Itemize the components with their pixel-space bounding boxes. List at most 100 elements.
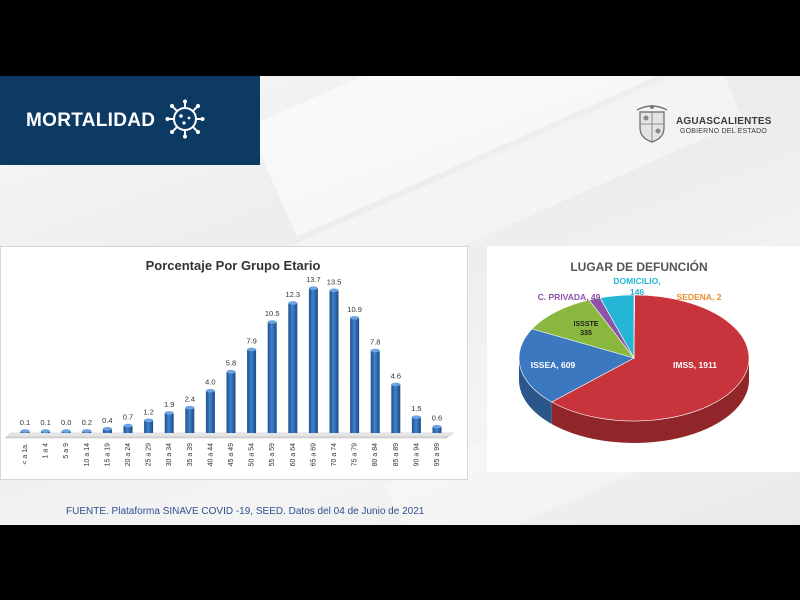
x-tick-label: 50 a 54 (249, 443, 256, 466)
pie-label-issea: ISSEA, 609 (531, 360, 576, 370)
bar-8 (185, 407, 195, 433)
bar-cap-3 (82, 429, 92, 433)
bar-cap-12 (267, 320, 277, 324)
x-tick-label: 30 a 34 (166, 443, 173, 466)
bar-16 (350, 317, 360, 433)
state-coat-of-arms-logo (636, 105, 668, 143)
bar-11 (247, 349, 257, 433)
bar-value-label: 1.9 (164, 400, 174, 409)
bar-cap-19 (411, 415, 421, 419)
pie-slice-sedena (633, 294, 635, 359)
pie-chart-title: LUGAR DE DEFUNCIÓN (570, 259, 707, 274)
bar-cap-16 (350, 315, 360, 320)
bar-cap-4 (102, 426, 112, 431)
x-tick-label: 25 a 29 (146, 443, 153, 466)
x-tick-label: 40 a 44 (207, 443, 214, 466)
x-tick-label: < a 1a. (22, 443, 29, 465)
age-group-bar-chart: Porcentaje Por Grupo Etario 0.1 0.1 0.0 0.2… (4, 258, 454, 466)
bar-cap-17 (370, 348, 380, 353)
bar-14 (308, 288, 318, 433)
bar-value-label: 0.1 (40, 418, 50, 427)
x-tick-label: 95 a 99 (434, 443, 441, 466)
x-tick-label: 10 a 14 (84, 443, 91, 466)
bar-value-label: 7.8 (370, 338, 380, 347)
pie-label-issste: ISSSTE 335 (574, 321, 599, 337)
bar-value-label: 12.3 (285, 290, 300, 299)
bar-5 (123, 425, 133, 433)
bar-value-label: 10.5 (265, 309, 280, 318)
bar-17 (370, 350, 380, 433)
bar-value-label: 5.8 (226, 359, 236, 368)
pie-side-issea (519, 358, 552, 425)
pie-label-domicilio: DOMICILIO, 146 (613, 276, 660, 297)
bar-cap-9 (205, 388, 215, 393)
bar-value-label: 0.6 (432, 414, 442, 423)
page-title: MORTALIDAD (26, 110, 156, 131)
bar-10 (226, 371, 236, 433)
logo-name: AGUASCALIENTES (676, 116, 772, 127)
bar-value-label: 0.1 (20, 418, 30, 427)
bar-cap-0 (20, 429, 30, 433)
x-tick-label: 15 a 19 (104, 443, 111, 466)
chart-floor (4, 432, 454, 439)
bar-value-label: 10.9 (347, 305, 362, 314)
bar-12 (267, 322, 277, 433)
bar-13 (288, 302, 298, 433)
bar-cap-18 (391, 382, 401, 387)
slide: MORTALIDAD (0, 76, 800, 525)
logo-subtitle: GOBIERNO DEL ESTADO (680, 128, 768, 135)
x-tick-label: 70 a 74 (331, 443, 338, 466)
pie-label-c-privada: C. PRIVADA, 49 (538, 292, 601, 302)
x-tick-label: 35 a 39 (187, 443, 194, 466)
bar-value-label: 0.4 (102, 416, 112, 425)
x-tick-label: 80 a 84 (372, 443, 379, 466)
x-tick-label: 65 a 69 (310, 443, 317, 466)
x-tick-label: 5 a 9 (63, 443, 70, 459)
x-tick-label: 75 a 79 (352, 443, 359, 466)
bar-value-label: 4.6 (391, 371, 401, 380)
bar-cap-6 (144, 418, 154, 423)
bar-cap-2 (61, 429, 71, 433)
bar-cap-20 (432, 424, 442, 429)
bar-value-label: 2.4 (185, 395, 195, 404)
bar-cap-14 (308, 286, 318, 290)
bar-9 (205, 390, 215, 433)
bar-cap-5 (123, 423, 133, 428)
bar-value-label: 0.2 (82, 418, 92, 427)
pie-label-imss: IMSS, 1911 (673, 360, 717, 370)
bar-6 (144, 420, 154, 433)
source-note: FUENTE. Plataforma SINAVE COVID -19, SEE… (66, 506, 425, 517)
x-tick-label: 90 a 94 (413, 443, 420, 466)
pie-slice-issea (518, 328, 635, 403)
bar-value-label: 13.5 (327, 277, 342, 286)
pie-slice-imss (551, 294, 750, 422)
bar-value-label: 1.2 (143, 407, 153, 416)
bar-value-label: 13.7 (306, 275, 321, 284)
pie-slice-issste (531, 299, 635, 359)
bar-cap-11 (247, 347, 257, 352)
x-tick-label: 1 a 4 (43, 443, 50, 459)
bar-7 (164, 412, 174, 433)
bar-cap-15 (329, 288, 339, 293)
bar-value-label: 4.0 (205, 378, 215, 387)
bar-value-label: 0.0 (61, 418, 71, 427)
title-banner: MORTALIDAD (0, 76, 260, 165)
bar-15 (329, 290, 339, 433)
x-tick-label: 60 a 64 (290, 443, 297, 466)
bar-chart-title: Porcentaje Por Grupo Etario (146, 258, 321, 273)
bar-18 (391, 384, 401, 433)
bar-cap-10 (226, 369, 236, 374)
pie-side-imss (551, 358, 749, 443)
x-tick-label: 55 a 59 (269, 443, 276, 466)
bar-cap-13 (288, 301, 298, 305)
bar-4 (102, 428, 112, 433)
death-place-pie-chart: LUGAR DE DEFUNCIÓN IMSS, 1911 ISSEA, 609 I… (518, 259, 750, 443)
bar-19 (411, 417, 421, 433)
x-tick-label: 20 a 24 (125, 443, 132, 466)
bar-cap-8 (185, 405, 195, 410)
x-tick-label: 85 a 89 (393, 443, 400, 466)
bar-value-label: 7.9 (246, 336, 256, 345)
pie-label-sedena: SEDENA, 2 (677, 292, 722, 302)
age-group-chart-panel: Porcentaje Por Grupo Etario 0.1 0.1 0.0 0.2… (0, 246, 468, 480)
bar-cap-7 (164, 411, 174, 415)
